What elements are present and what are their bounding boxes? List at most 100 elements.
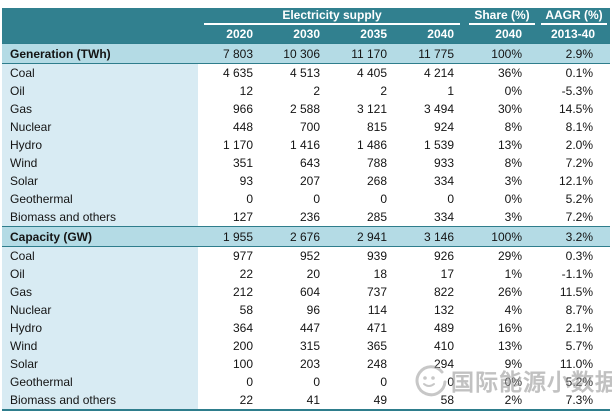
- header-group-share: Share (%): [466, 8, 538, 25]
- header-label-blank: [2, 25, 198, 44]
- electricity-supply-table-container: Electricity supply Share (%) AAGR (%) 20…: [2, 8, 610, 411]
- cell-2020: 977: [198, 246, 265, 265]
- cell-share-2040: 2%: [466, 391, 538, 410]
- cell-2030: 96: [265, 301, 332, 319]
- row-label: Biomass and others: [2, 391, 198, 410]
- table-row: Solar 93 207 268 334 3% 12.1%: [2, 172, 610, 190]
- cell-2040: 489: [399, 319, 466, 337]
- cell-share-2040: 9%: [466, 355, 538, 373]
- cell-share-2040: 13%: [466, 337, 538, 355]
- cell-aagr-2013-40: 5.7%: [538, 337, 610, 355]
- cell-aagr-2013-40: 7.2%: [538, 208, 610, 227]
- cell-share-2040: 36%: [466, 63, 538, 82]
- cell-2035: 4 405: [332, 63, 399, 82]
- cell-share-2040: 0%: [466, 190, 538, 208]
- cell-2030: 447: [265, 319, 332, 337]
- table-row: Coal 977 952 939 926 29% 0.3%: [2, 246, 610, 265]
- table-row: Oil 22 20 18 17 1% -1.1%: [2, 265, 610, 283]
- cell-2035: 2: [332, 82, 399, 100]
- cell-2040: 0: [399, 373, 466, 391]
- row-label: Nuclear: [2, 118, 198, 136]
- cell-2040: 3 146: [399, 226, 466, 247]
- cell-2040: 58: [399, 391, 466, 410]
- cell-2020: 1 955: [198, 226, 265, 247]
- cell-2020: 12: [198, 82, 265, 100]
- cell-2020: 966: [198, 100, 265, 118]
- cell-2035: 0: [332, 373, 399, 391]
- table-row: Generation (TWh) 7 803 10 306 11 170 11 …: [2, 43, 610, 64]
- cell-aagr-2013-40: 0.1%: [538, 63, 610, 82]
- row-label: Solar: [2, 355, 198, 373]
- table-row: Oil 12 2 2 1 0% -5.3%: [2, 82, 610, 100]
- table-row: Coal 4 635 4 513 4 405 4 214 36% 0.1%: [2, 63, 610, 82]
- cell-2020: 351: [198, 154, 265, 172]
- cell-share-2040: 30%: [466, 100, 538, 118]
- cell-aagr-2013-40: 3.2%: [538, 226, 610, 247]
- cell-2030: 4 513: [265, 63, 332, 82]
- cell-2035: 2 941: [332, 226, 399, 247]
- cell-2020: 212: [198, 283, 265, 301]
- table-row: Hydro 364 447 471 489 16% 2.1%: [2, 319, 610, 337]
- cell-2035: 248: [332, 355, 399, 373]
- cell-2030: 643: [265, 154, 332, 172]
- cell-2020: 58: [198, 301, 265, 319]
- header-group-aagr: AAGR (%): [538, 8, 610, 25]
- cell-2030: 203: [265, 355, 332, 373]
- row-label: Wind: [2, 337, 198, 355]
- row-label: Capacity (GW): [2, 226, 198, 247]
- table-row: Geothermal 0 0 0 0 0% 5.2%: [2, 373, 610, 391]
- row-label: Hydro: [2, 319, 198, 337]
- cell-share-2040: 4%: [466, 301, 538, 319]
- cell-2035: 815: [332, 118, 399, 136]
- cell-share-2040: 100%: [466, 226, 538, 247]
- cell-2020: 364: [198, 319, 265, 337]
- cell-2035: 285: [332, 208, 399, 227]
- cell-share-2040: 0%: [466, 82, 538, 100]
- row-label: Coal: [2, 246, 198, 265]
- cell-2035: 18: [332, 265, 399, 283]
- cell-2040: 926: [399, 246, 466, 265]
- row-label: Coal: [2, 63, 198, 82]
- cell-2040: 334: [399, 172, 466, 190]
- cell-2040: 334: [399, 208, 466, 227]
- table-row: Hydro 1 170 1 416 1 486 1 539 13% 2.0%: [2, 136, 610, 154]
- cell-share-2040: 100%: [466, 43, 538, 64]
- cell-2035: 471: [332, 319, 399, 337]
- table-row: Geothermal 0 0 0 0 0% 5.2%: [2, 190, 610, 208]
- cell-2040: 1: [399, 82, 466, 100]
- cell-2035: 268: [332, 172, 399, 190]
- share-group-label: Share (%): [469, 8, 535, 25]
- row-label: Hydro: [2, 136, 198, 154]
- cell-2030: 10 306: [265, 43, 332, 64]
- cell-share-2040: 0%: [466, 373, 538, 391]
- cell-2020: 93: [198, 172, 265, 190]
- cell-aagr-2013-40: -1.1%: [538, 265, 610, 283]
- cell-aagr-2013-40: 7.2%: [538, 154, 610, 172]
- table-row: Wind 200 315 365 410 13% 5.7%: [2, 337, 610, 355]
- cell-2020: 100: [198, 355, 265, 373]
- cell-2040: 0: [399, 190, 466, 208]
- cell-2030: 41: [265, 391, 332, 410]
- cell-share-2040: 13%: [466, 136, 538, 154]
- cell-2035: 11 170: [332, 43, 399, 64]
- cell-2030: 20: [265, 265, 332, 283]
- cell-2040: 1 539: [399, 136, 466, 154]
- cell-aagr-2013-40: 5.2%: [538, 190, 610, 208]
- cell-aagr-2013-40: 2.9%: [538, 43, 610, 64]
- table-row: Wind 351 643 788 933 8% 7.2%: [2, 154, 610, 172]
- row-label: Oil: [2, 82, 198, 100]
- cell-2035: 0: [332, 190, 399, 208]
- row-label: Gas: [2, 283, 198, 301]
- cell-2040: 11 775: [399, 43, 466, 64]
- cell-aagr-2013-40: 7.3%: [538, 391, 610, 410]
- cell-share-2040: 8%: [466, 118, 538, 136]
- cell-aagr-2013-40: 2.0%: [538, 136, 610, 154]
- row-label: Wind: [2, 154, 198, 172]
- cell-aagr-2013-40: 11.5%: [538, 283, 610, 301]
- cell-2035: 939: [332, 246, 399, 265]
- table-row: Solar 100 203 248 294 9% 11.0%: [2, 355, 610, 373]
- row-label: Oil: [2, 265, 198, 283]
- cell-2030: 700: [265, 118, 332, 136]
- cell-share-2040: 16%: [466, 319, 538, 337]
- cell-share-2040: 3%: [466, 208, 538, 227]
